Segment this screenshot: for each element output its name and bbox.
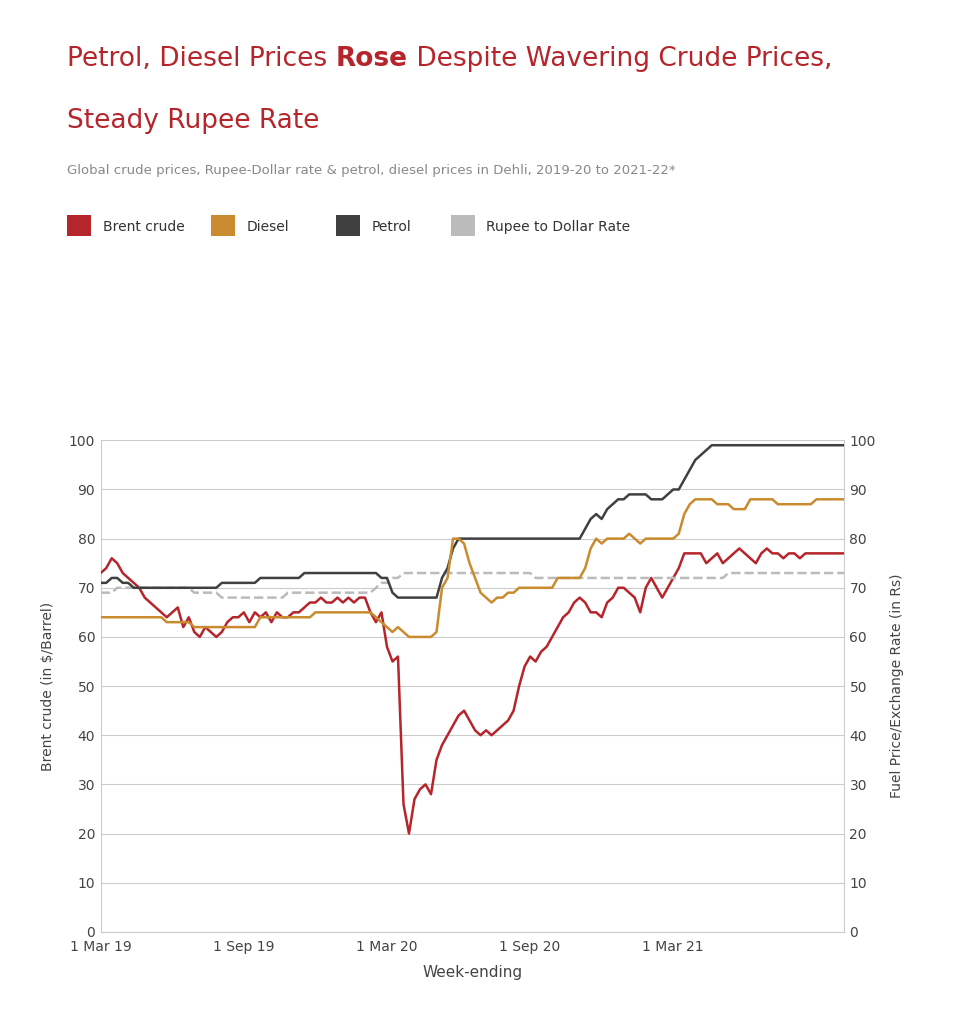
Text: Steady Rupee Rate: Steady Rupee Rate [67,108,319,133]
Text: Petrol: Petrol [371,220,410,234]
Text: Diesel: Diesel [246,220,289,234]
Text: Brent crude: Brent crude [103,220,184,234]
Text: Rose: Rose [336,46,408,72]
Y-axis label: Fuel Price/Exchange Rate (in Rs): Fuel Price/Exchange Rate (in Rs) [890,573,903,799]
Text: Petrol, Diesel Prices: Petrol, Diesel Prices [67,46,336,72]
Text: Rupee to Dollar Rate: Rupee to Dollar Rate [486,220,630,234]
X-axis label: Week-ending: Week-ending [422,966,523,980]
Text: Global crude prices, Rupee-Dollar rate & petrol, diesel prices in Dehli, 2019-20: Global crude prices, Rupee-Dollar rate &… [67,164,676,177]
Y-axis label: Brent crude (in $/Barrel): Brent crude (in $/Barrel) [41,601,55,771]
Text: Despite Wavering Crude Prices,: Despite Wavering Crude Prices, [408,46,832,72]
